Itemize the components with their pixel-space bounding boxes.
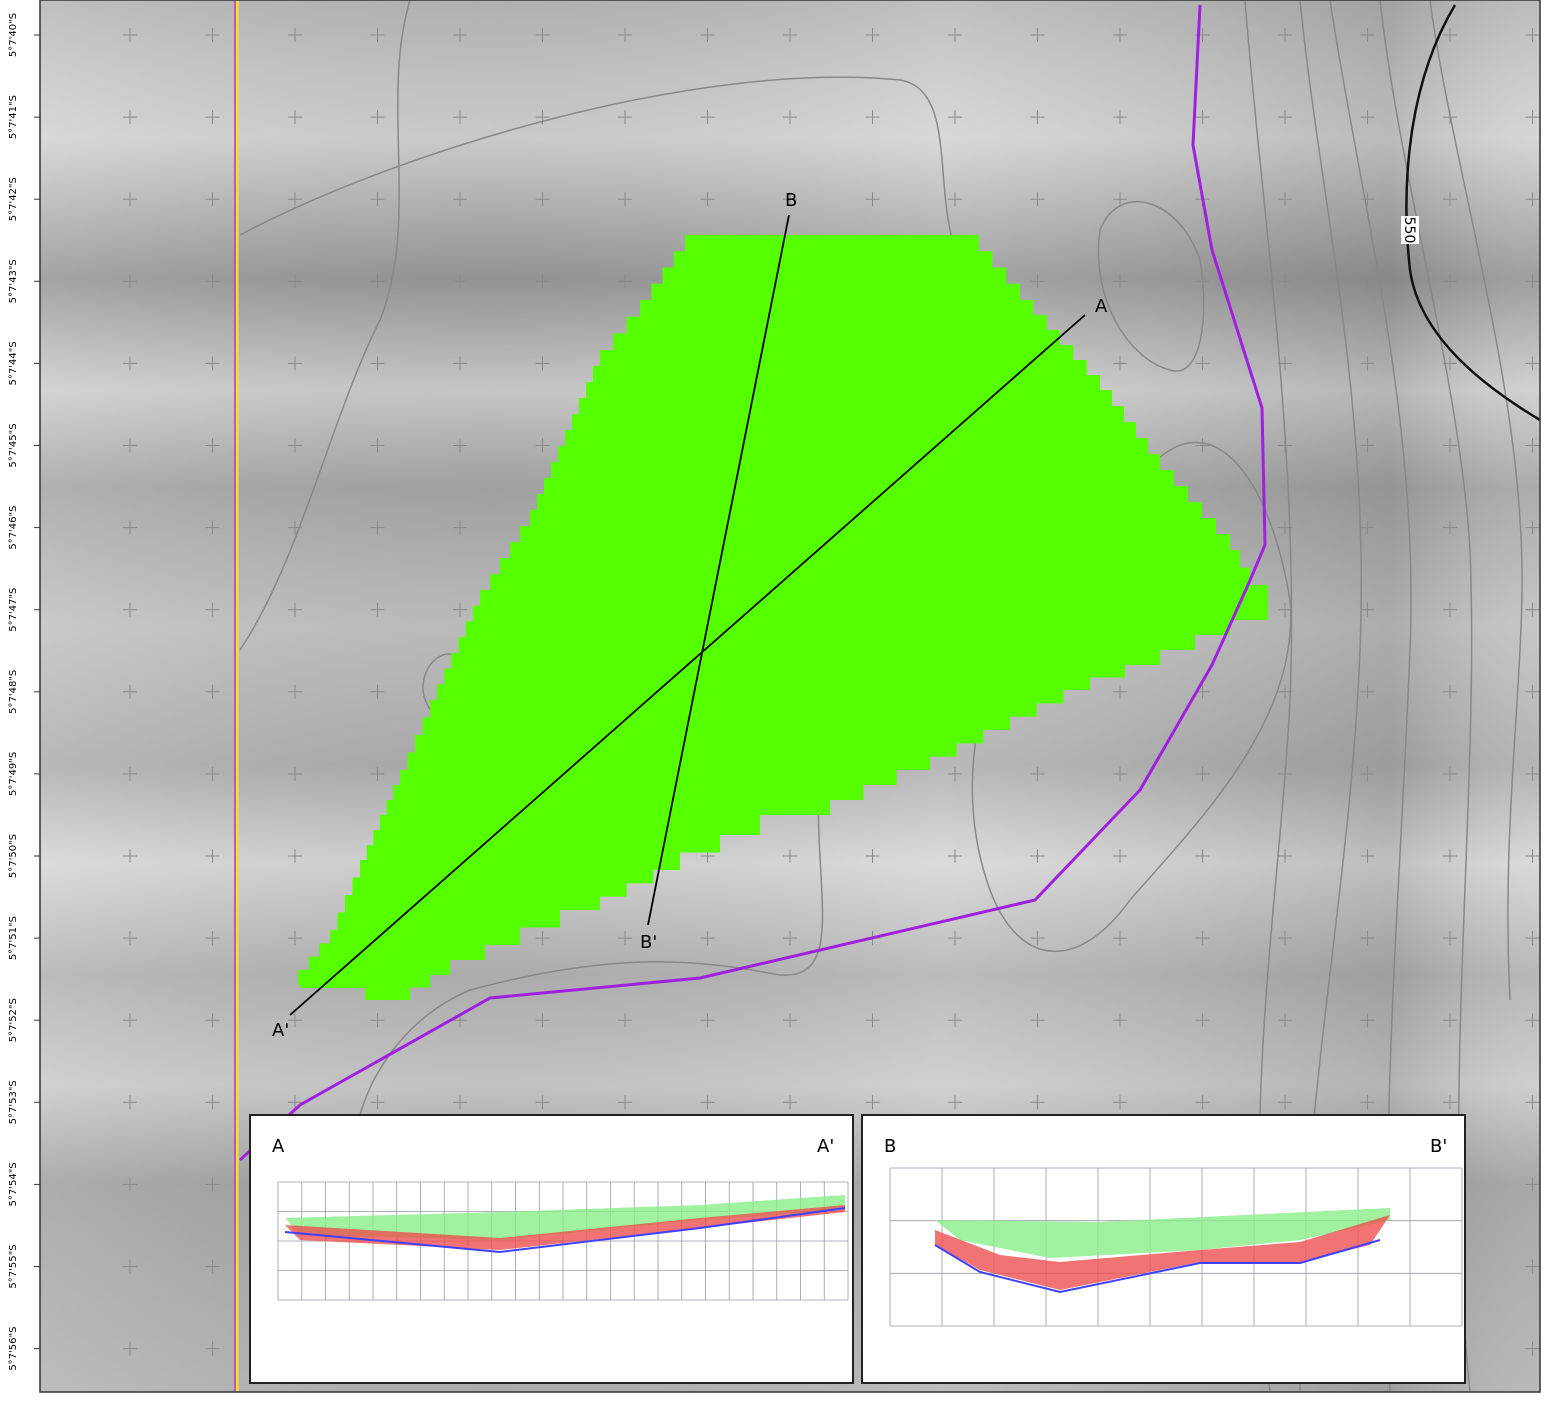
inset: A A'	[249, 1114, 854, 1384]
section-green	[285, 1195, 845, 1240]
lat-label: 5°7'46"S	[8, 506, 19, 550]
section-label: A	[1095, 296, 1108, 317]
lat-label: 5°7'52"S	[8, 998, 19, 1042]
contour-label-bg	[1401, 216, 1419, 244]
lat-label: 5°7'47"S	[8, 588, 19, 632]
area	[298, 235, 1268, 1000]
inset-label: A	[272, 1136, 285, 1157]
lat-label: 5°7'49"S	[8, 752, 19, 796]
frame	[39, 0, 1541, 1393]
lat-label: 5°7'40"S	[8, 13, 19, 57]
lat-label: 5°7'56"S	[8, 1327, 19, 1371]
section-base	[934, 1239, 1381, 1294]
contour-label: 550	[1401, 217, 1417, 244]
inset-label: A'	[817, 1136, 834, 1157]
section-red	[935, 1215, 1390, 1290]
contour-label-group: 550	[1401, 216, 1419, 244]
section-base	[284, 1207, 846, 1254]
section-line	[647, 214, 790, 926]
section-label: A'	[272, 1020, 289, 1041]
contour-major	[1405, 4, 1541, 422]
lat-label: 5°7'42"S	[8, 177, 19, 221]
latitude-axis: 5°7'40"S 5°7'41"S 5°7'42"S 5°7'43"S 5°7'44"S…	[8, 13, 40, 1371]
section-red	[285, 1205, 845, 1250]
lat-label: 5°7'51"S	[8, 916, 19, 960]
lat-label: 5°7'50"S	[8, 834, 19, 878]
lat-label: 5°7'45"S	[8, 423, 19, 467]
inset-frame	[249, 1114, 854, 1384]
lat-label: 5°7'53"S	[8, 1080, 19, 1124]
lat-label: 5°7'43"S	[8, 259, 19, 303]
lat-label: 5°7'44"S	[8, 341, 19, 385]
inset-label: B'	[1430, 1136, 1447, 1157]
section-label: B'	[640, 932, 657, 953]
lat-label: 5°7'41"S	[8, 95, 19, 139]
boundary	[238, 4, 1267, 1162]
section-label: B	[785, 190, 797, 211]
lat-label: 5°7'55"S	[8, 1244, 19, 1288]
inset: B B'	[861, 1114, 1466, 1384]
lat-label: 5°7'54"S	[8, 1162, 19, 1206]
lat-label: 5°7'48"S	[8, 670, 19, 714]
section-line	[289, 314, 1086, 1016]
inset-label: B	[884, 1136, 896, 1157]
section-green	[935, 1208, 1390, 1258]
